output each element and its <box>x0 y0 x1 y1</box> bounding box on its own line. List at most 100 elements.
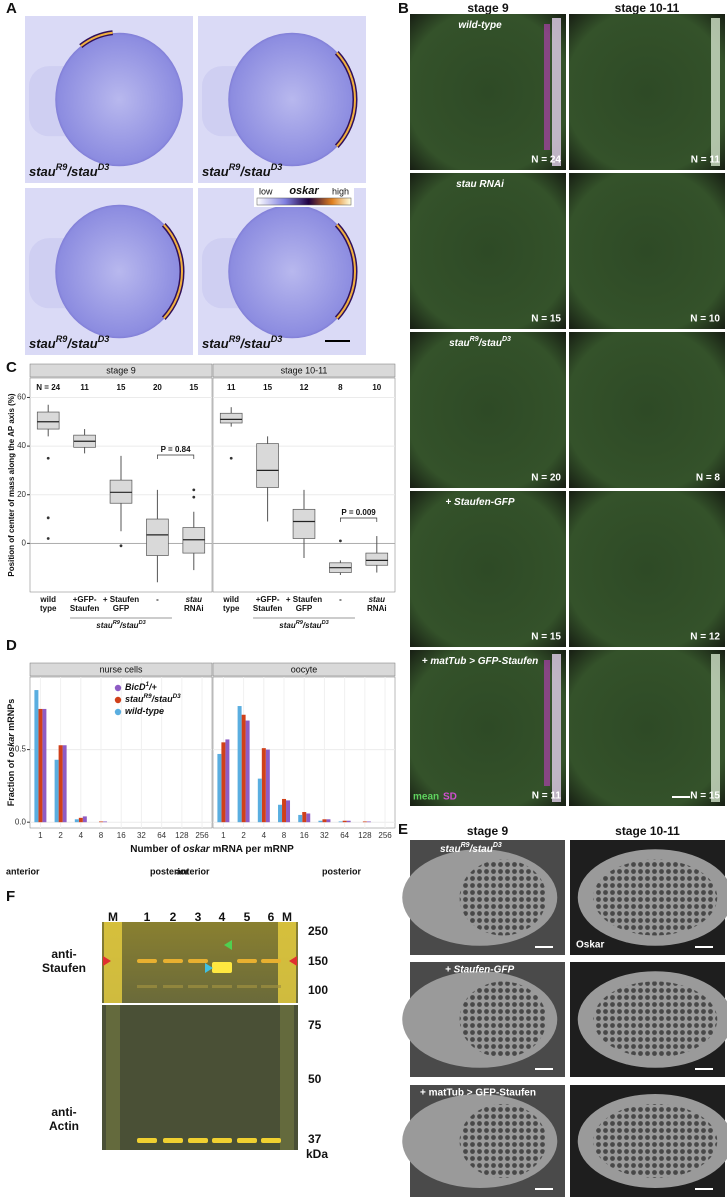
projection-image <box>569 650 725 806</box>
position-label: anterior <box>176 866 210 876</box>
x-tick-label: stau <box>369 595 386 604</box>
projection-image <box>410 14 566 170</box>
x-tick-label: 64 <box>340 831 349 840</box>
column-header: stage 9 <box>467 824 509 838</box>
marker-lane <box>280 1005 294 1150</box>
n-label: 15 <box>117 383 126 392</box>
text-part: /stau <box>239 336 270 351</box>
x-tick-label: wild <box>222 595 239 604</box>
bar <box>261 748 266 823</box>
oocyte <box>55 32 183 167</box>
bar <box>225 739 230 823</box>
oocyte <box>459 859 547 936</box>
facet-strip <box>29 363 213 378</box>
text-part: 1 <box>146 681 150 688</box>
band <box>163 1138 183 1143</box>
text-part: /stau <box>469 844 493 855</box>
x-tick-label: 256 <box>378 831 392 840</box>
marker-label: 100 <box>308 983 328 997</box>
bar <box>54 759 59 823</box>
facet-strip <box>212 363 396 378</box>
edge-signal <box>711 654 720 802</box>
text-part: /stau <box>66 164 97 179</box>
band <box>188 1138 208 1143</box>
genotype-label: stauR9/stauD3 <box>202 162 282 179</box>
x-tick-label: + Staufen <box>103 595 139 604</box>
text-part: R9 <box>113 620 121 626</box>
text-part: D3 <box>98 162 110 172</box>
bar <box>278 804 283 823</box>
box <box>109 479 133 504</box>
projection-image <box>569 14 725 170</box>
bar <box>237 706 242 823</box>
n-label: N = 11 <box>691 155 721 166</box>
bar <box>82 816 87 823</box>
bar <box>306 813 311 823</box>
band <box>261 959 281 963</box>
condition-label: + matTub > GFP-Staufen <box>420 1088 536 1099</box>
panel-letter: B <box>398 0 409 17</box>
text-part: /stau <box>151 694 174 704</box>
text-part: stau <box>29 336 56 351</box>
legend-label: stauR9/stauD3 <box>125 693 181 704</box>
text-part: R9 <box>229 162 242 172</box>
bar <box>342 820 347 823</box>
text-part: wild-type <box>458 20 502 31</box>
x-tick-label: 1 <box>38 831 43 840</box>
genotype-label: stauR9/stauD3 <box>440 842 502 854</box>
row-label: stauR9/stauD3 <box>449 336 511 348</box>
x-tick-label: 8 <box>99 831 104 840</box>
x-tick-label: Staufen <box>70 604 99 613</box>
panel-letter: C <box>6 359 17 376</box>
bar <box>362 821 367 823</box>
band <box>237 985 257 988</box>
n-label: 15 <box>189 383 198 392</box>
n-label: 8 <box>338 383 343 392</box>
lane-label: 2 <box>170 910 177 924</box>
column-header: stage 10-11 <box>615 1 680 15</box>
bar <box>103 821 108 823</box>
y-axis-title: Position of center of mass along the AP … <box>7 393 16 576</box>
n-label: N = 24 <box>36 383 60 392</box>
antibody-label: anti- <box>51 947 76 961</box>
edge-signal <box>711 18 720 166</box>
oocyte <box>55 204 183 339</box>
edge-signal <box>552 654 561 802</box>
facet-strip <box>29 662 213 677</box>
projection-image <box>410 491 566 647</box>
band <box>163 959 183 963</box>
text-part: R9 <box>229 334 242 344</box>
antibody-label: anti- <box>51 1105 76 1119</box>
marker-unit: kDa <box>306 1147 328 1161</box>
arrowhead <box>205 963 213 973</box>
row-label: stau RNAi <box>456 179 504 190</box>
text-part: /stau <box>239 164 270 179</box>
bar <box>338 821 343 823</box>
bar <box>302 812 307 823</box>
x-tick-label: stau <box>186 595 203 604</box>
y-tick-label: 0.0 <box>15 817 27 826</box>
text-part: + Staufen-GFP <box>445 497 515 508</box>
text-part: /stau <box>66 336 97 351</box>
marker-lane <box>106 1005 120 1150</box>
text-part: /stau <box>478 338 502 349</box>
panel-letter: A <box>6 0 17 17</box>
text-part: stau <box>279 621 296 630</box>
x-tick-label: + Staufen <box>286 595 322 604</box>
row-label: wild-type <box>458 20 502 31</box>
x-tick-label: 2 <box>58 831 63 840</box>
colorbar-high: high <box>332 186 349 196</box>
marker-lane <box>104 922 122 1003</box>
text-part: D3 <box>322 620 330 626</box>
n-label: N = 15 <box>531 314 561 325</box>
band <box>137 985 157 988</box>
group-label: stauR9/stauD3 <box>96 620 146 630</box>
y-tick-label: 0.5 <box>15 745 27 754</box>
n-label: 11 <box>80 383 89 392</box>
bar <box>286 800 291 823</box>
outlier <box>119 544 123 548</box>
p-value: P = 0.84 <box>161 445 191 454</box>
text-part: mRNPs <box>6 699 16 734</box>
band <box>188 985 208 988</box>
facet-title: stage 10-11 <box>281 365 328 375</box>
